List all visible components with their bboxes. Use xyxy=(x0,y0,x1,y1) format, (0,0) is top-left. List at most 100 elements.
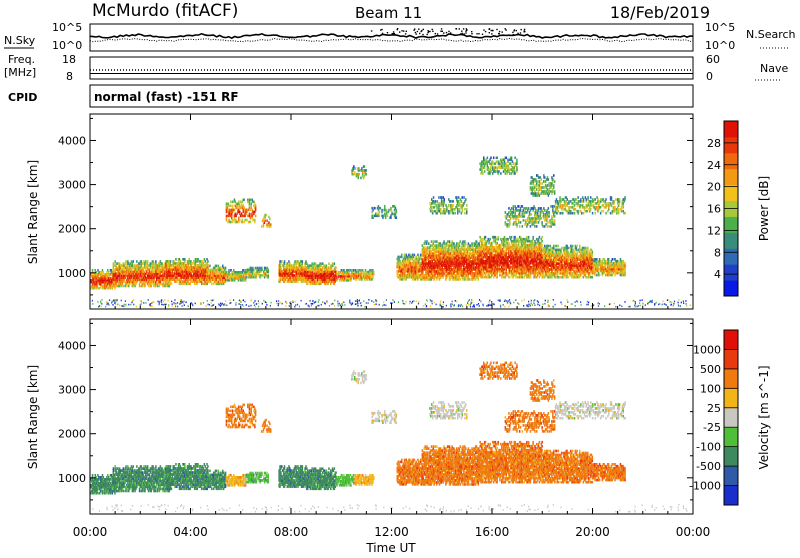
power-cell xyxy=(153,262,155,265)
freq-label: Freq. xyxy=(8,53,35,66)
nsearch-point xyxy=(465,31,466,32)
nsearch-point xyxy=(429,31,430,32)
power-cell xyxy=(171,283,173,286)
nsearch-point xyxy=(516,30,517,31)
nsearch-point xyxy=(437,33,438,34)
power-cell xyxy=(507,238,509,241)
power-cell xyxy=(567,247,569,250)
nsearch-point xyxy=(371,30,372,31)
nsearch-point xyxy=(413,30,414,31)
nsky-panel: N.Sky 10^5 10^0 10^5 10^0 N.Search xyxy=(4,21,796,52)
nsearch-point xyxy=(478,33,479,34)
nsearch-point xyxy=(499,31,500,32)
nsearch-point xyxy=(399,31,400,32)
power-cell xyxy=(471,242,473,245)
nsearch-point xyxy=(416,33,417,34)
power-cell xyxy=(302,260,304,263)
nsearch-point xyxy=(476,33,477,34)
power-cell xyxy=(207,264,209,267)
power-cell xyxy=(497,236,499,239)
nsearch-point xyxy=(524,31,525,32)
power-cell xyxy=(404,254,406,257)
power-cell xyxy=(550,247,552,250)
power-cell xyxy=(175,258,177,261)
nsearch-point xyxy=(393,31,394,32)
power-cell xyxy=(469,278,471,281)
nsearch-label: N.Search xyxy=(746,28,796,41)
freq-tick-bottom-right: 0 xyxy=(706,70,713,83)
date-title: 18/Feb/2019 xyxy=(610,3,710,22)
power-cell xyxy=(559,276,561,279)
nsearch-point xyxy=(421,30,422,31)
power-cell xyxy=(428,242,430,245)
power-cell xyxy=(465,242,467,245)
power-cell xyxy=(420,254,422,257)
nsearch-point xyxy=(499,33,500,34)
power-cell xyxy=(284,260,286,263)
power-cell xyxy=(561,247,563,250)
nsearch-point xyxy=(403,30,404,31)
power-cell xyxy=(209,265,211,268)
nsearch-point xyxy=(382,33,383,34)
power-cell xyxy=(541,240,543,243)
power-cell xyxy=(553,245,555,248)
power-cell xyxy=(470,244,472,247)
nsearch-point xyxy=(435,33,436,34)
power-cell xyxy=(511,236,513,239)
nsearch-trace xyxy=(90,38,693,41)
nsearch-point xyxy=(446,32,447,33)
power-cell xyxy=(326,264,328,267)
power-cell xyxy=(476,240,478,243)
cpid-panel: CPID normal (fast) -151 RF xyxy=(8,85,693,107)
power-cell xyxy=(102,285,104,288)
nsearch-point xyxy=(489,28,490,29)
nsearch-point xyxy=(397,29,398,30)
nsearch-point xyxy=(415,32,416,33)
power-cell xyxy=(353,269,355,272)
power-cell xyxy=(485,236,487,239)
nsearch-point xyxy=(418,29,419,30)
power-cell xyxy=(398,256,400,259)
nsearch-point xyxy=(460,33,461,34)
power-cell xyxy=(216,265,218,268)
nsearch-point xyxy=(401,30,402,31)
power-cell xyxy=(567,276,569,279)
nsearch-point xyxy=(496,29,497,30)
nsearch-point xyxy=(502,31,503,32)
power-cell xyxy=(184,258,186,261)
power-cell xyxy=(491,242,493,245)
nsearch-point xyxy=(465,32,466,33)
nsearch-point xyxy=(482,34,483,35)
nsearch-point xyxy=(471,31,472,32)
power-cell xyxy=(155,260,157,263)
power-cell xyxy=(207,260,209,263)
power-cell xyxy=(539,236,541,239)
power-cell xyxy=(526,236,528,239)
power-cell xyxy=(211,283,213,286)
power-cell xyxy=(449,240,451,243)
nsearch-point xyxy=(419,33,420,34)
nsearch-point xyxy=(417,31,418,32)
power-cell xyxy=(401,254,403,257)
power-cell xyxy=(225,279,227,282)
power-cell xyxy=(280,266,282,269)
nsearch-point xyxy=(466,29,467,30)
beam-title: Beam 11 xyxy=(355,4,422,22)
nsky-tick-top-right: 10^5 xyxy=(705,21,735,34)
power-cell xyxy=(482,238,484,241)
power-cell xyxy=(349,269,351,272)
station-title: McMurdo (fitACF) xyxy=(92,1,238,21)
freq-frame xyxy=(90,57,693,79)
nsearch-point xyxy=(512,32,513,33)
nsearch-point xyxy=(432,29,433,30)
freq-unit-label: [MHz] xyxy=(4,66,36,79)
power-cell xyxy=(433,240,435,243)
nsearch-point xyxy=(450,32,451,33)
nsearch-point xyxy=(422,34,423,35)
nsearch-point xyxy=(443,32,444,33)
power-cell xyxy=(133,260,135,263)
nsearch-point xyxy=(427,30,428,31)
nsearch-point xyxy=(505,28,506,29)
